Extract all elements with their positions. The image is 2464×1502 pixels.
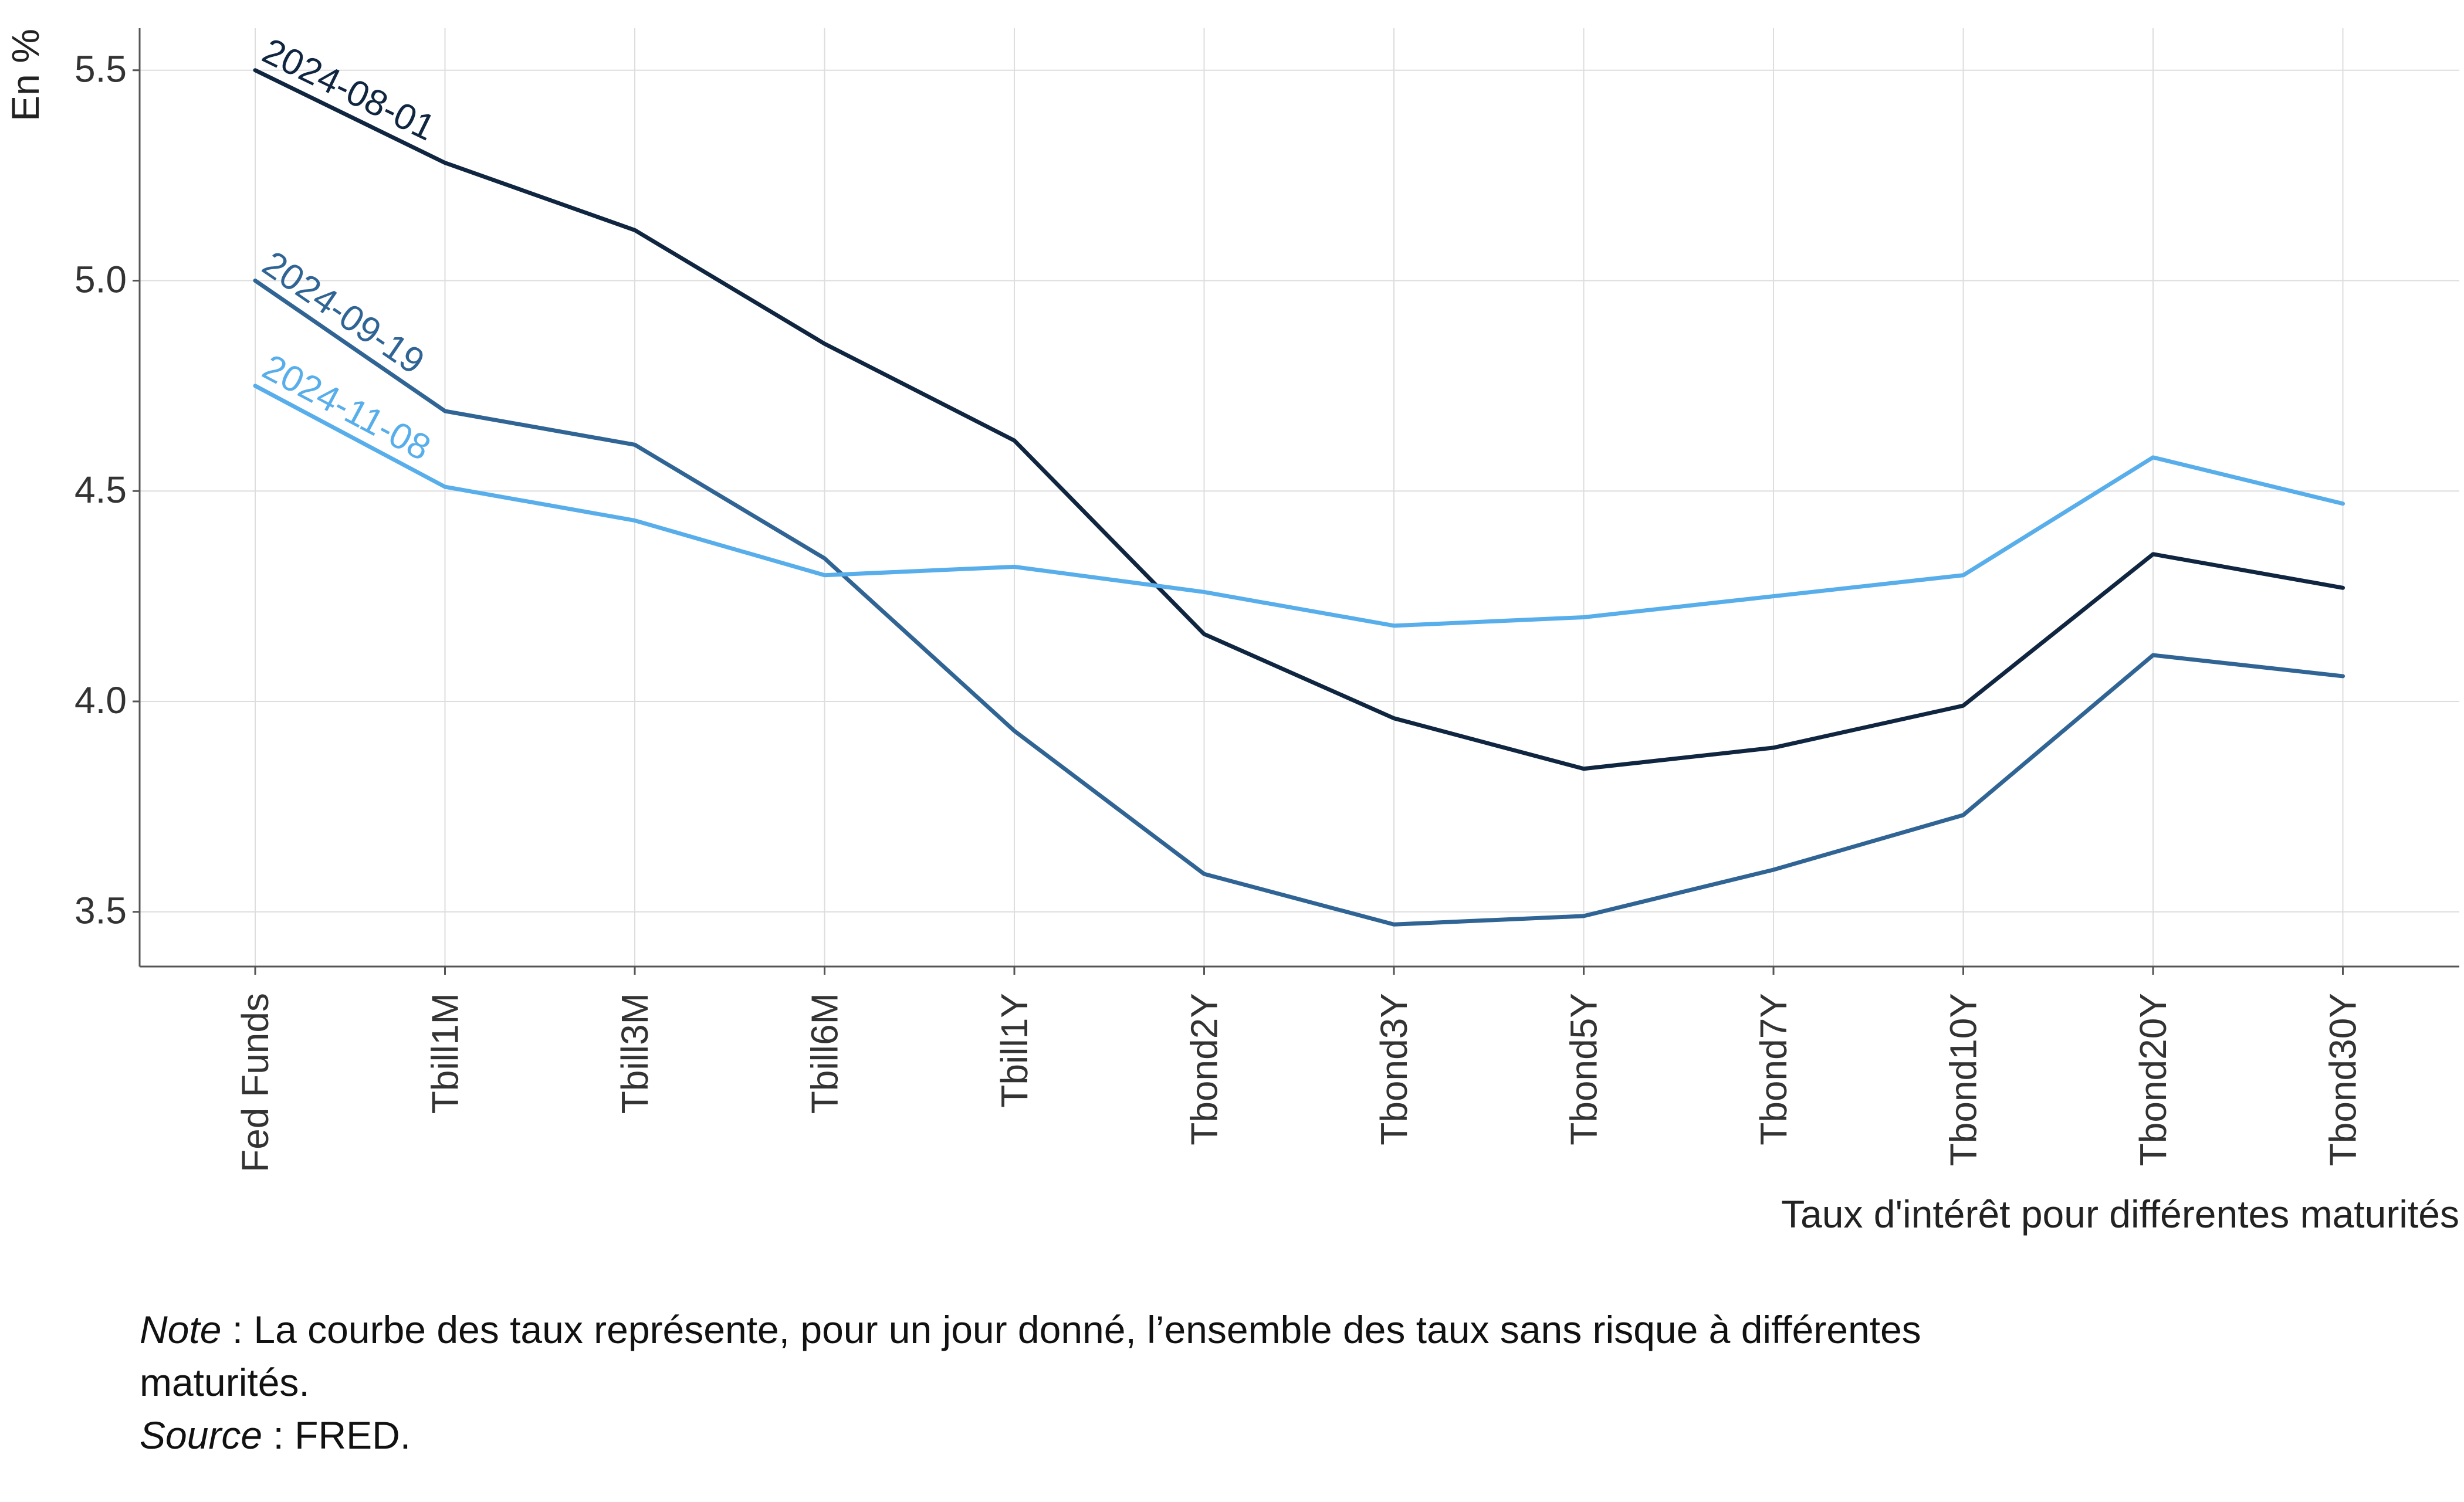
data-point	[443, 485, 447, 489]
grid	[140, 28, 2459, 967]
x-tick-label: Tbond30Y	[2322, 993, 2364, 1166]
x-tick-label: Tbond5Y	[1563, 993, 1605, 1145]
yield-curve-chart: 3.5 4.0 4.5 5.0 5.5 Fed Funds Tbill1M Tbill3M T…	[4, 28, 2459, 1236]
x-tick-label: Tbond7Y	[1752, 993, 1795, 1145]
data-point	[1392, 923, 1396, 927]
y-tick-labels: 3.5 4.0 4.5 5.0 5.5	[75, 48, 127, 932]
data-point	[823, 557, 827, 561]
data-point	[253, 384, 257, 388]
x-tick-label: Tbond20Y	[2132, 993, 2174, 1166]
x-tick-label: Tbond3Y	[1373, 993, 1415, 1145]
x-tick-labels: Fed Funds Tbill1M Tbill3M Tbill6M Tbill1Y Tbo…	[234, 993, 2364, 1172]
data-point	[1772, 867, 1775, 872]
data-point	[253, 279, 257, 283]
y-axis-title: En %	[4, 29, 47, 121]
source-label: Source	[140, 1413, 263, 1457]
source-line: Source : FRED.	[140, 1409, 2076, 1462]
series-label: 2024-08-01	[256, 30, 441, 148]
data-point	[2151, 653, 2155, 657]
data-point	[2341, 674, 2345, 678]
chart-notes: Note : La courbe des taux représente, po…	[140, 1303, 2076, 1462]
x-tick-label: Tbill1M	[424, 993, 466, 1114]
data-point	[633, 443, 637, 447]
data-point	[1392, 623, 1396, 628]
data-point	[1961, 813, 1965, 817]
data-point	[2151, 455, 2155, 459]
y-tick-label: 3.5	[75, 890, 127, 932]
series-line	[253, 68, 2345, 771]
data-point	[1202, 590, 1206, 594]
series-lines	[253, 68, 2345, 927]
data-point	[1202, 872, 1206, 876]
data-point	[823, 342, 827, 346]
note-text: : La courbe des taux représente, pour un…	[140, 1308, 1921, 1404]
y-tick-label: 4.0	[75, 679, 127, 721]
data-point	[1772, 594, 1775, 598]
data-point	[1582, 767, 1586, 771]
data-point	[1582, 914, 1586, 918]
note-line: Note : La courbe des taux représente, po…	[140, 1303, 2076, 1409]
note-label: Note	[140, 1308, 222, 1351]
data-point	[1013, 565, 1016, 569]
data-point	[1961, 573, 1965, 577]
y-tick-label: 4.5	[75, 469, 127, 511]
y-tick-label: 5.0	[75, 258, 127, 300]
data-point	[1013, 729, 1016, 733]
data-point	[1013, 439, 1016, 443]
x-tick-label: Tbill1Y	[993, 993, 1035, 1108]
data-point	[823, 573, 827, 577]
x-tick-label: Fed Funds	[234, 993, 276, 1172]
data-point	[443, 409, 447, 413]
data-point	[1772, 745, 1775, 750]
data-point	[633, 518, 637, 523]
x-tick-label: Tbond10Y	[1942, 993, 1985, 1166]
data-point	[253, 68, 257, 72]
data-point	[2341, 501, 2345, 506]
source-text: : FRED.	[262, 1413, 411, 1457]
data-point	[633, 228, 637, 232]
data-point	[2341, 586, 2345, 590]
data-point	[1961, 704, 1965, 708]
series-line	[253, 384, 2345, 628]
x-tick-label: Tbill6M	[804, 993, 846, 1114]
data-point	[1392, 716, 1396, 720]
data-point	[443, 161, 447, 165]
axes	[133, 28, 2459, 975]
x-axis-title: Taux d'intérêt pour différentes maturité…	[1781, 1192, 2459, 1236]
y-tick-label: 5.5	[75, 48, 127, 90]
data-point	[1202, 632, 1206, 636]
data-point	[1582, 615, 1586, 619]
x-tick-label: Tbill3M	[614, 993, 656, 1114]
data-point	[2151, 552, 2155, 556]
series-line	[253, 278, 2345, 927]
x-tick-label: Tbond2Y	[1183, 993, 1226, 1145]
